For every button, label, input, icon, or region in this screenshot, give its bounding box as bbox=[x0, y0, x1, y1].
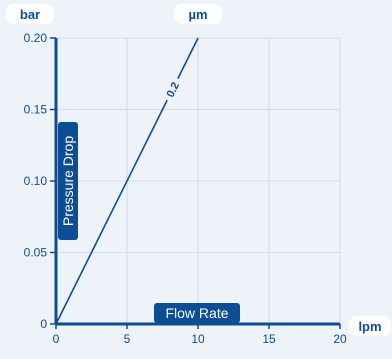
x-axis-title-box: Flow Rate bbox=[154, 303, 240, 323]
x-tick-label: 5 bbox=[124, 332, 131, 346]
y-axis-title-box: Pressure Drop bbox=[58, 122, 78, 240]
grid bbox=[56, 37, 341, 324]
x-unit-badge: lpm bbox=[349, 316, 391, 336]
y-tick-label: 0 bbox=[40, 317, 47, 331]
x-unit-label: lpm bbox=[358, 319, 381, 334]
x-tick-label: 10 bbox=[191, 332, 205, 346]
axes bbox=[50, 37, 341, 329]
tick-labels: 0 5 10 15 20 0 0.05 0.10 0.15 0.20 bbox=[24, 31, 347, 346]
x-axis-title: Flow Rate bbox=[165, 305, 228, 321]
x-tick-label: 15 bbox=[262, 332, 276, 346]
y-tick-label: 0.05 bbox=[24, 246, 48, 260]
y-axis-title: Pressure Drop bbox=[60, 136, 76, 226]
y-tick-label: 0.20 bbox=[24, 31, 48, 45]
x-tick-label: 0 bbox=[53, 332, 60, 346]
y-tick-label: 0.10 bbox=[24, 174, 48, 188]
x-tick-label: 20 bbox=[333, 332, 347, 346]
y-unit-label: bar bbox=[20, 7, 40, 22]
series-layer: 0.2 bbox=[55, 37, 199, 325]
y-unit-badge: bar bbox=[6, 4, 54, 24]
series-label-backdrop bbox=[159, 75, 185, 104]
series-header-badge: µm bbox=[174, 4, 222, 24]
y-tick-label: 0.15 bbox=[24, 103, 48, 117]
series-header-label: µm bbox=[188, 7, 207, 22]
